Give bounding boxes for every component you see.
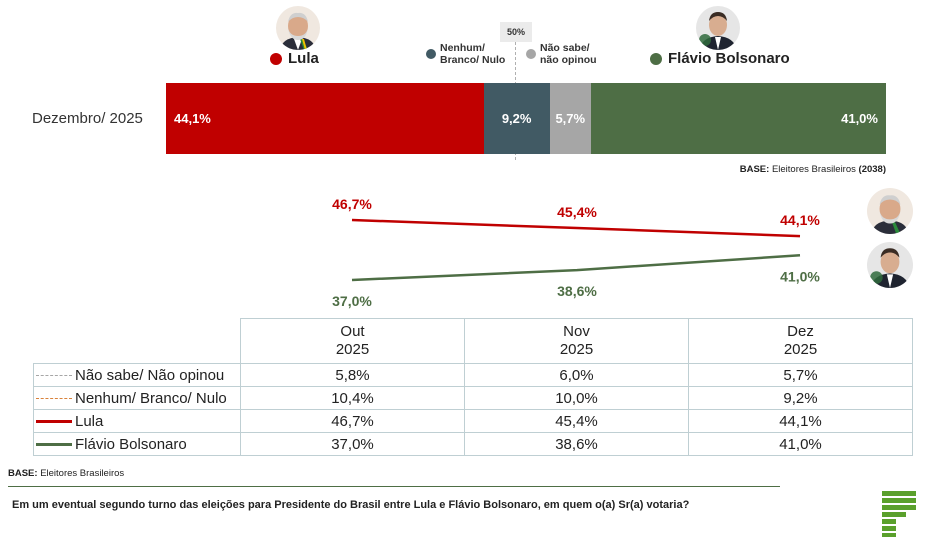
lula-avatar xyxy=(276,6,320,50)
row-label-nsabe: Não sabe/ Não opinou xyxy=(33,363,241,387)
nsabe-color-dot xyxy=(526,49,536,59)
lula-line-swatch xyxy=(36,420,72,424)
footer-base-text: Eleitores Brasileiros xyxy=(40,468,125,479)
legend-nulo: Nenhum/ Branco/ Nulo xyxy=(426,42,505,66)
table-cell: 38,6% xyxy=(464,432,689,456)
bar-base-text: Eleitores Brasileiros xyxy=(771,164,856,175)
legend-nsabe-line2: não opinou xyxy=(540,54,597,66)
table-cell: 41,0% xyxy=(688,432,913,456)
bar-row-label: Dezembro/ 2025 xyxy=(32,110,143,127)
row-label-nulo: Nenhum/ Branco/ Nulo xyxy=(33,386,241,410)
bar-label-nsabe: 5,7% xyxy=(555,111,586,126)
legend-nulo-line2: Branco/ Nulo xyxy=(440,54,506,66)
table-cell: 46,7% xyxy=(240,409,465,433)
legend-lula: Lula xyxy=(270,50,319,67)
data-table: Out 2025 Nov 2025 Dez 2025 Não sabe/ Não op… xyxy=(33,318,913,456)
table-cell: 5,7% xyxy=(688,363,913,387)
flavio-avatar-small xyxy=(867,242,913,288)
series-line-flavio xyxy=(351,254,801,282)
footer-divider xyxy=(8,486,780,487)
bar-segment-nulo: 9,2% xyxy=(483,83,550,154)
bar-segment-lula: 44,1% xyxy=(166,83,484,154)
legend-flavio: Flávio Bolsonaro xyxy=(650,50,790,67)
table-cell: 37,0% xyxy=(240,432,465,456)
lula-avatar-small xyxy=(867,188,913,234)
data-label-lula-0: 46,7% xyxy=(332,196,372,212)
table-cell: 10,4% xyxy=(240,386,465,410)
flavio-line-swatch xyxy=(36,443,72,447)
threshold-label: 50% xyxy=(500,22,532,42)
footer-base-prefix: BASE: xyxy=(8,468,38,479)
brand-logo xyxy=(882,491,916,537)
flavio-avatar xyxy=(696,6,740,50)
table-corner xyxy=(34,319,241,364)
data-label-lula-1: 45,4% xyxy=(557,204,597,220)
data-label-flavio-1: 38,6% xyxy=(557,283,597,299)
data-label-lula-2: 44,1% xyxy=(780,212,820,228)
data-label-flavio-2: 41,0% xyxy=(780,268,820,284)
legend-nsabe-line1: Não sabe/ xyxy=(540,42,590,54)
flavio-color-dot xyxy=(650,52,662,65)
legend-nsabe: Não sabe/ não opinou xyxy=(526,42,597,66)
legend-flavio-label: Flávio Bolsonaro xyxy=(668,50,790,67)
footer-question: Em um eventual segundo turno das eleiçõe… xyxy=(12,499,690,511)
legend-nulo-line1: Nenhum/ xyxy=(440,42,485,54)
table-row: Não sabe/ Não opinou 5,8% 6,0% 5,7% xyxy=(33,363,913,387)
table-cell: 5,8% xyxy=(240,363,465,387)
bar-label-flavio: 41,0% xyxy=(841,111,878,126)
table-row: Lula 46,7% 45,4% 44,1% xyxy=(33,409,913,433)
table-row: Nenhum/ Branco/ Nulo 10,4% 10,0% 9,2% xyxy=(33,386,913,410)
col-header-out: Out 2025 xyxy=(240,318,465,364)
table-cell: 45,4% xyxy=(464,409,689,433)
trend-line-chart: 46,7% 45,4% 44,1% 37,0% 38,6% 41,0% xyxy=(332,196,820,309)
lula-color-dot xyxy=(270,52,282,65)
row-label-flavio: Flávio Bolsonaro xyxy=(33,432,241,456)
table-cell: 6,0% xyxy=(464,363,689,387)
bar-label-nulo: 9,2% xyxy=(501,111,532,126)
table-cell: 9,2% xyxy=(688,386,913,410)
bar-segment-flavio: 41,0% xyxy=(590,83,886,154)
footer-base-note: BASE: Eleitores Brasileiros xyxy=(8,468,124,479)
col-header-dez: Dez 2025 xyxy=(688,318,913,364)
legend-lula-label: Lula xyxy=(288,50,319,67)
table-row: Flávio Bolsonaro 37,0% 38,6% 41,0% xyxy=(33,432,913,456)
table-cell: 44,1% xyxy=(688,409,913,433)
row-label-lula: Lula xyxy=(33,409,241,433)
col-header-nov: Nov 2025 xyxy=(464,318,689,364)
table-cell: 10,0% xyxy=(464,386,689,410)
bar-segment-nsabe: 5,7% xyxy=(549,83,591,154)
bar-base-note: BASE: Eleitores Brasileiros (2038) xyxy=(740,164,886,175)
bar-base-count: (2038) xyxy=(858,164,886,175)
nulo-line-swatch xyxy=(36,398,72,400)
nulo-color-dot xyxy=(426,49,436,59)
bar-base-prefix: BASE: xyxy=(739,164,770,175)
table-header-row: Out 2025 Nov 2025 Dez 2025 xyxy=(34,318,913,364)
bar-label-lula: 44,1% xyxy=(174,111,211,126)
data-label-flavio-0: 37,0% xyxy=(332,293,372,309)
series-line-lula xyxy=(351,218,801,238)
nsabe-line-swatch xyxy=(36,375,72,377)
